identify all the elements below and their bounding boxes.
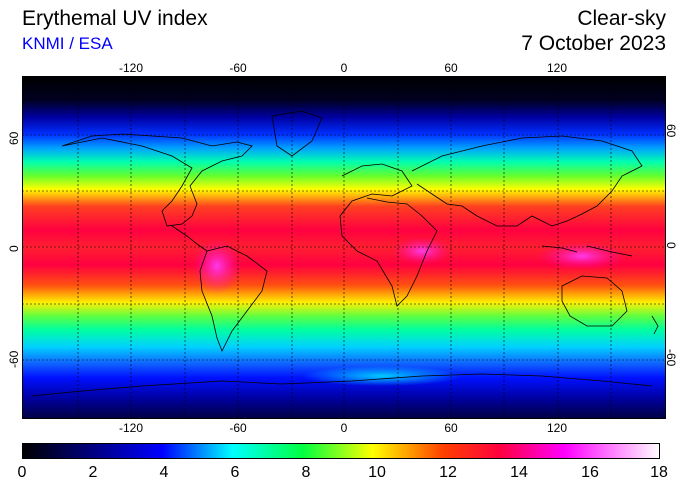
lat-tick-right: -60 bbox=[664, 349, 678, 367]
lat-tick-right: 60 bbox=[664, 124, 678, 138]
colorbar-label: 6 bbox=[230, 464, 240, 481]
colorbar-label: 0 bbox=[17, 464, 27, 481]
colorbar-label: 12 bbox=[439, 464, 457, 481]
lat-tick-left: -60 bbox=[7, 350, 21, 368]
lon-tick-bottom: -60 bbox=[229, 421, 247, 435]
uv-colorbar bbox=[22, 443, 660, 459]
lat-tick-left: 0 bbox=[7, 245, 21, 252]
lon-tick-top: 0 bbox=[340, 61, 348, 75]
colorbar-svg bbox=[22, 443, 660, 459]
colorbar-gradient bbox=[22, 443, 660, 459]
coastlines bbox=[31, 110, 659, 397]
lon-tick-bottom: -120 bbox=[118, 421, 144, 435]
map-source: KNMI / ESA bbox=[22, 34, 113, 53]
lon-tick-bottom: 60 bbox=[444, 421, 458, 435]
graticule bbox=[22, 76, 666, 419]
africa-hotspot bbox=[392, 237, 452, 265]
colorbar-label: 14 bbox=[510, 464, 528, 481]
lon-tick-top: 120 bbox=[546, 61, 568, 75]
lat-tick-left: 60 bbox=[7, 131, 21, 145]
andes-hotspot bbox=[192, 238, 242, 294]
lon-tick-top: -120 bbox=[118, 61, 144, 75]
colorbar-label: 10 bbox=[368, 464, 386, 481]
colorbar-label: 18 bbox=[650, 464, 668, 481]
colorbar-label: 2 bbox=[88, 464, 98, 481]
map-date: 7 October 2023 bbox=[521, 32, 666, 55]
map-frame bbox=[22, 76, 666, 419]
lon-tick-bottom: 120 bbox=[546, 421, 568, 435]
uv-map-svg bbox=[22, 76, 666, 419]
colorbar-label: 16 bbox=[581, 464, 599, 481]
lon-tick-bottom: 0 bbox=[340, 421, 348, 435]
colorbar-label: 4 bbox=[159, 464, 169, 481]
map-title: Erythemal UV index bbox=[22, 7, 208, 30]
colorbar-frame bbox=[22, 443, 660, 459]
pacific-hotspot bbox=[537, 242, 627, 270]
lat-tick-right: 0 bbox=[664, 242, 678, 249]
uv-index-map bbox=[22, 76, 666, 419]
colorbar-label: 8 bbox=[301, 464, 311, 481]
lon-tick-top: -60 bbox=[229, 61, 247, 75]
sky-condition: Clear-sky bbox=[577, 7, 666, 30]
lon-tick-top: 60 bbox=[444, 61, 458, 75]
antarctic-band bbox=[302, 366, 462, 386]
